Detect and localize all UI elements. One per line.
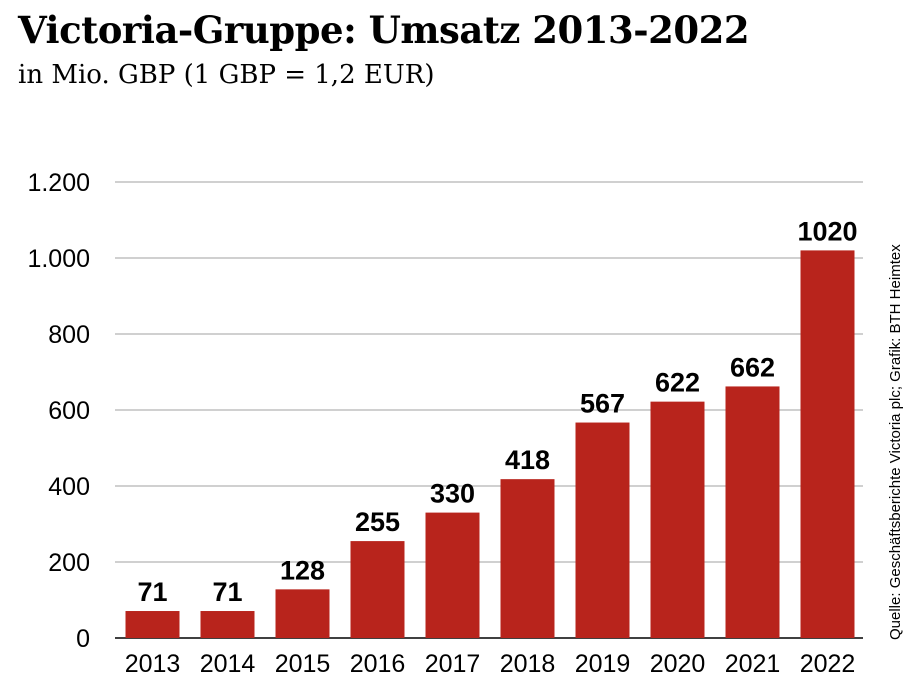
y-tick-label: 600 [48, 397, 90, 425]
x-tick-label-2022: 2022 [800, 650, 856, 678]
x-tick-label-2014: 2014 [200, 650, 256, 678]
x-tick-label-2016: 2016 [350, 650, 406, 678]
x-tick-label-2018: 2018 [500, 650, 556, 678]
bar-2018 [500, 479, 555, 638]
x-tick-label-2013: 2013 [125, 650, 181, 678]
bar-2021 [725, 386, 780, 638]
y-tick-label: 0 [76, 625, 90, 653]
y-tick-label: 200 [48, 549, 90, 577]
value-label-2014: 71 [212, 577, 242, 607]
value-label-2021: 662 [730, 352, 775, 382]
bar-2022 [800, 250, 855, 638]
x-axis-ticks: 2013 2014 2015 2016 2017 2018 2019 2020 2021 2022 [125, 650, 856, 678]
value-label-2020: 622 [655, 368, 700, 398]
bar-2013 [125, 611, 180, 638]
y-axis-ticks: 0 200 400 600 800 1.000 1.200 [27, 169, 90, 653]
source-note: Quelle: Geschäftsberichte Victoria plc; … [887, 244, 904, 640]
x-tick-label-2017: 2017 [425, 650, 481, 678]
chart-title: Victoria-Gruppe: Umsatz 2013-2022 [18, 8, 750, 52]
y-tick-label: 1.000 [27, 245, 90, 273]
value-label-2019: 567 [580, 389, 625, 419]
bar-2019 [575, 422, 630, 638]
bar-2015 [275, 589, 330, 638]
bars [125, 250, 855, 638]
value-label-2018: 418 [505, 445, 550, 475]
y-tick-label: 1.200 [27, 169, 90, 197]
y-tick-label: 400 [48, 473, 90, 501]
value-label-2016: 255 [355, 507, 400, 537]
value-label-2013: 71 [137, 577, 167, 607]
bar-2017 [425, 512, 480, 638]
bar-2014 [200, 611, 255, 638]
bar-2020 [650, 401, 705, 638]
bar-2016 [350, 541, 405, 638]
x-tick-label-2019: 2019 [575, 650, 631, 678]
chart-subtitle: in Mio. GBP (1 GBP = 1,2 EUR) [18, 60, 435, 90]
value-label-2015: 128 [280, 555, 325, 585]
x-tick-label-2020: 2020 [650, 650, 706, 678]
x-tick-label-2015: 2015 [275, 650, 331, 678]
value-label-2022: 1020 [797, 216, 857, 246]
x-tick-label-2021: 2021 [725, 650, 781, 678]
value-labels: 71 71 128 255 330 418 567 622 662 1020 [137, 216, 857, 607]
value-label-2017: 330 [430, 479, 475, 509]
y-tick-label: 800 [48, 321, 90, 349]
